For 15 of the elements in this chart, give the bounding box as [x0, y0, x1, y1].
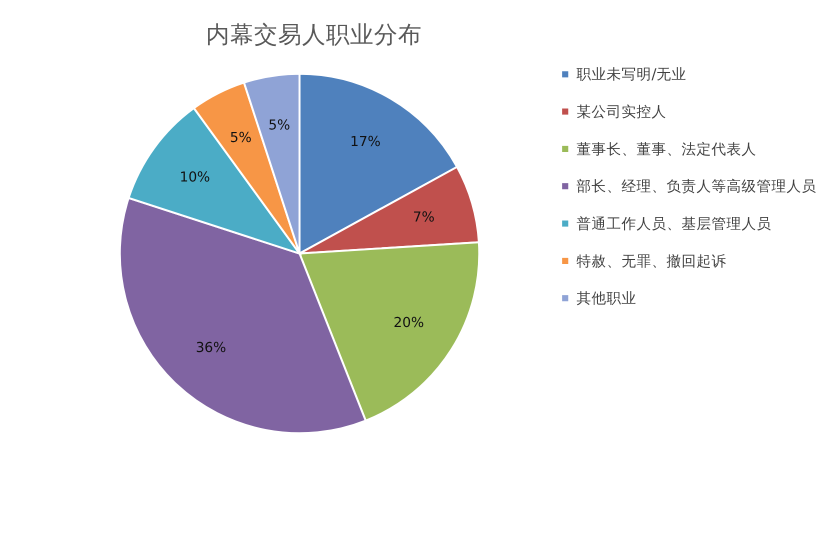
data-label: 5% — [268, 118, 290, 134]
data-label: 20% — [394, 314, 424, 331]
legend-label: 职业未写明/无业 — [576, 66, 686, 84]
data-label: 7% — [412, 209, 435, 226]
legend-label: 其他职业 — [576, 290, 636, 308]
chart-title: 内幕交易人职业分布 — [206, 20, 422, 48]
data-label: 17% — [350, 134, 381, 150]
data-label: 36% — [196, 340, 226, 356]
legend-label: 董事长、董事、法定代表人 — [576, 140, 756, 158]
legend-label: 普通工作人员、基层管理人员 — [576, 215, 772, 232]
data-label: 5% — [230, 130, 252, 146]
data-label: 10% — [180, 169, 210, 186]
legend-label: 某公司实控人 — [576, 104, 666, 121]
legend-label: 部长、经理、负责人等高级管理人员 — [576, 178, 816, 196]
legend-label: 特赦、无罪、撤回起诉 — [576, 252, 726, 270]
